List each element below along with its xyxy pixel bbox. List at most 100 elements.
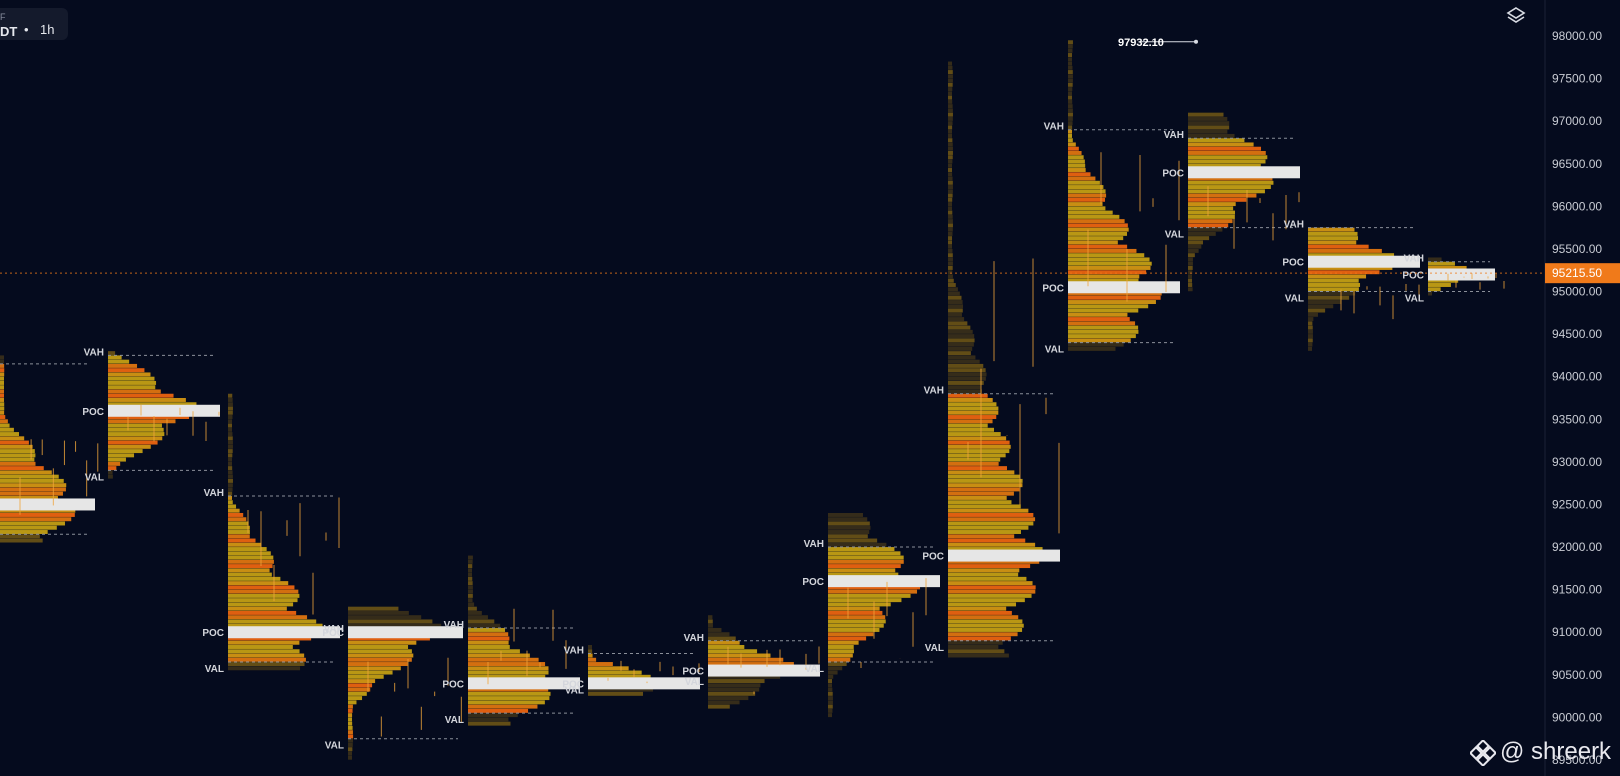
volume-bar [468, 687, 549, 692]
profile-13: VAH POC VAL [1402, 254, 1505, 305]
volume-bar [0, 415, 6, 419]
volume-bar [948, 70, 953, 75]
vah-label: VAH [564, 646, 584, 657]
volume-bar [948, 619, 1023, 624]
volume-bar [468, 670, 549, 675]
volume-bar [1308, 346, 1312, 351]
volume-bar [228, 525, 250, 530]
volume-bar [108, 453, 135, 458]
volume-bar [228, 593, 300, 598]
volume-bar [1188, 244, 1202, 249]
volume-bar [948, 193, 953, 198]
volume-bar [588, 662, 613, 667]
volume-bar [468, 696, 550, 701]
volume-bar [348, 713, 353, 718]
volume-bar [708, 700, 740, 705]
volume-bar [228, 517, 247, 522]
volume-bar [948, 402, 997, 407]
last-price-label: 95215.50 [1552, 266, 1602, 280]
volume-bar [948, 308, 963, 313]
volume-bar [348, 657, 412, 662]
volume-bar [828, 551, 901, 556]
volume-bar [1188, 163, 1261, 168]
volume-bar [1308, 236, 1359, 241]
volume-bar [1188, 112, 1224, 117]
volume-bar [1188, 240, 1203, 245]
volume-bar [588, 666, 629, 671]
volume-bar [1188, 219, 1233, 224]
symbol-badge[interactable]: F DT • 1h [0, 8, 68, 40]
y-tick-label: 97000.00 [1552, 114, 1602, 128]
volume-bar [468, 721, 511, 726]
volume-bar [228, 487, 233, 492]
volume-bar [468, 632, 509, 637]
timeframe-label[interactable]: 1h [40, 22, 55, 37]
poc-bar [228, 626, 340, 639]
volume-bar [1068, 116, 1073, 121]
volume-bar [228, 602, 294, 607]
volume-bar [828, 645, 854, 649]
volume-bar [948, 474, 1020, 479]
volume-bar [1068, 104, 1073, 109]
volume-bar [1068, 155, 1084, 160]
volume-bar [348, 738, 354, 743]
poc-label: POC [82, 407, 104, 418]
volume-bar [228, 623, 323, 628]
volume-bar [1188, 227, 1223, 232]
volume-bar [1188, 223, 1229, 228]
y-tick-label: 92000.00 [1552, 540, 1602, 554]
volume-bar [1068, 248, 1137, 253]
volume-bar [588, 670, 642, 675]
volume-bar [1068, 274, 1140, 279]
volume-bar [108, 372, 151, 377]
volume-bar [1068, 346, 1116, 351]
volume-bar [948, 487, 1020, 492]
volume-bar [948, 287, 958, 292]
volume-bar [948, 406, 999, 411]
volume-bar [1308, 287, 1359, 292]
volume-bar [1308, 283, 1361, 287]
volume-bar [468, 555, 473, 560]
volume-bar [0, 436, 25, 441]
volume-bar [1188, 176, 1273, 181]
volume-bar [948, 82, 953, 87]
volume-bar [228, 649, 300, 654]
volume-bar [948, 219, 953, 224]
volume-bar [1308, 334, 1313, 339]
volume-bar [948, 91, 952, 96]
volume-bar [1068, 214, 1120, 219]
volume-bar [468, 606, 477, 611]
vah-label: VAH [444, 620, 464, 631]
volume-bar [948, 504, 1021, 509]
volume-bar [948, 632, 1018, 637]
volume-bar [828, 521, 870, 526]
volume-bar [948, 253, 953, 258]
high-marker-dot [1194, 39, 1198, 44]
volume-bar [948, 440, 1010, 445]
poc-label: POC [1162, 168, 1184, 179]
volume-bar [948, 112, 953, 117]
volume-bar [1188, 261, 1193, 266]
volume-bar [1068, 99, 1073, 104]
volume-bar [228, 483, 233, 488]
volume-bar [948, 159, 953, 164]
volume-bar [948, 372, 987, 377]
volume-bar [948, 593, 1032, 598]
volume-bar [1188, 287, 1193, 292]
val-label: VAL [1165, 230, 1184, 241]
volume-bar [948, 312, 962, 317]
volume-bar [0, 521, 65, 526]
volume-bar [228, 432, 233, 437]
volume-bar [1068, 244, 1128, 249]
volume-bar [948, 466, 1008, 471]
layers-icon[interactable] [1505, 5, 1527, 27]
poc-bar [588, 677, 700, 690]
volume-bar [108, 376, 155, 381]
volume-bar [228, 636, 312, 641]
val-label: VAL [85, 472, 104, 483]
volume-bar [1068, 334, 1136, 339]
volume-bar [948, 581, 1033, 586]
poc-bar [1068, 281, 1180, 294]
